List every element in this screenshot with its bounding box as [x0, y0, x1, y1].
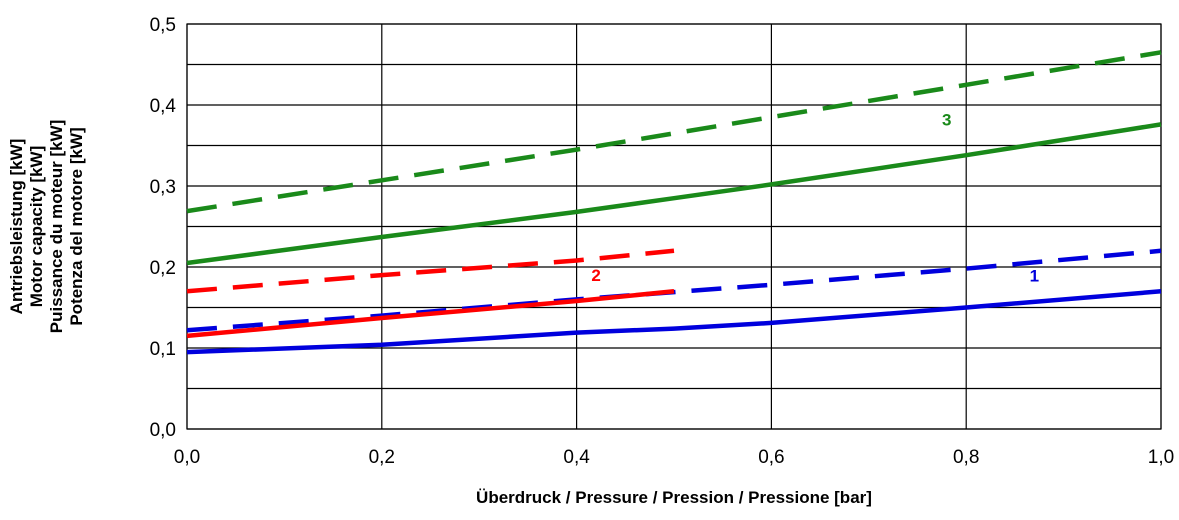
y-tick-label: 0,0: [150, 420, 176, 441]
x-tick-label: 0,0: [174, 447, 200, 468]
y-axis-label: Antriebsleistung [kW] Motor capacity [kW]…: [7, 120, 86, 333]
y-axis-label-line: Puissance du moteur [kW]: [47, 120, 66, 333]
y-axis-label-line: Motor capacity [kW]: [27, 146, 46, 308]
plot-border: [186, 23, 1162, 430]
series-line-3-dashed: [186, 50, 1162, 214]
y-tick-label: 0,3: [150, 177, 176, 198]
series-lines: [186, 50, 1162, 355]
curve-label-2: 2: [591, 266, 600, 285]
series-line-2-dashed: [186, 248, 675, 294]
y-tick-label: 0,4: [150, 96, 177, 117]
y-axis-label-line: Antriebsleistung [kW]: [7, 139, 26, 315]
x-tick-label: 0,8: [953, 447, 979, 468]
x-tick-label: 0,2: [369, 447, 395, 468]
y-tick-labels: 0,0 0,1 0,2 0,3 0,4 0,5: [150, 15, 177, 441]
series-line-1-solid: [186, 289, 1162, 355]
x-tick-labels: 0,0 0,2 0,4 0,6 0,8 1,0: [174, 447, 1174, 468]
x-tick-label: 1,0: [1148, 447, 1174, 468]
x-tick-label: 0,6: [758, 447, 784, 468]
y-tick-label: 0,2: [150, 258, 176, 279]
series-line-2-solid: [186, 289, 675, 339]
series-line-3-solid: [186, 122, 1162, 266]
y-tick-label: 0,1: [150, 339, 176, 360]
curve-label-3: 3: [942, 110, 951, 129]
y-tick-label: 0,5: [150, 15, 176, 36]
x-axis-label: Überdruck / Pressure / Pression / Pressi…: [476, 488, 872, 507]
y-axis-label-line: Potenza del motore [kW]: [67, 127, 86, 325]
curve-label-1: 1: [1030, 267, 1039, 286]
curve-labels: 1 2 3: [591, 110, 1039, 285]
x-tick-label: 0,4: [563, 447, 590, 468]
